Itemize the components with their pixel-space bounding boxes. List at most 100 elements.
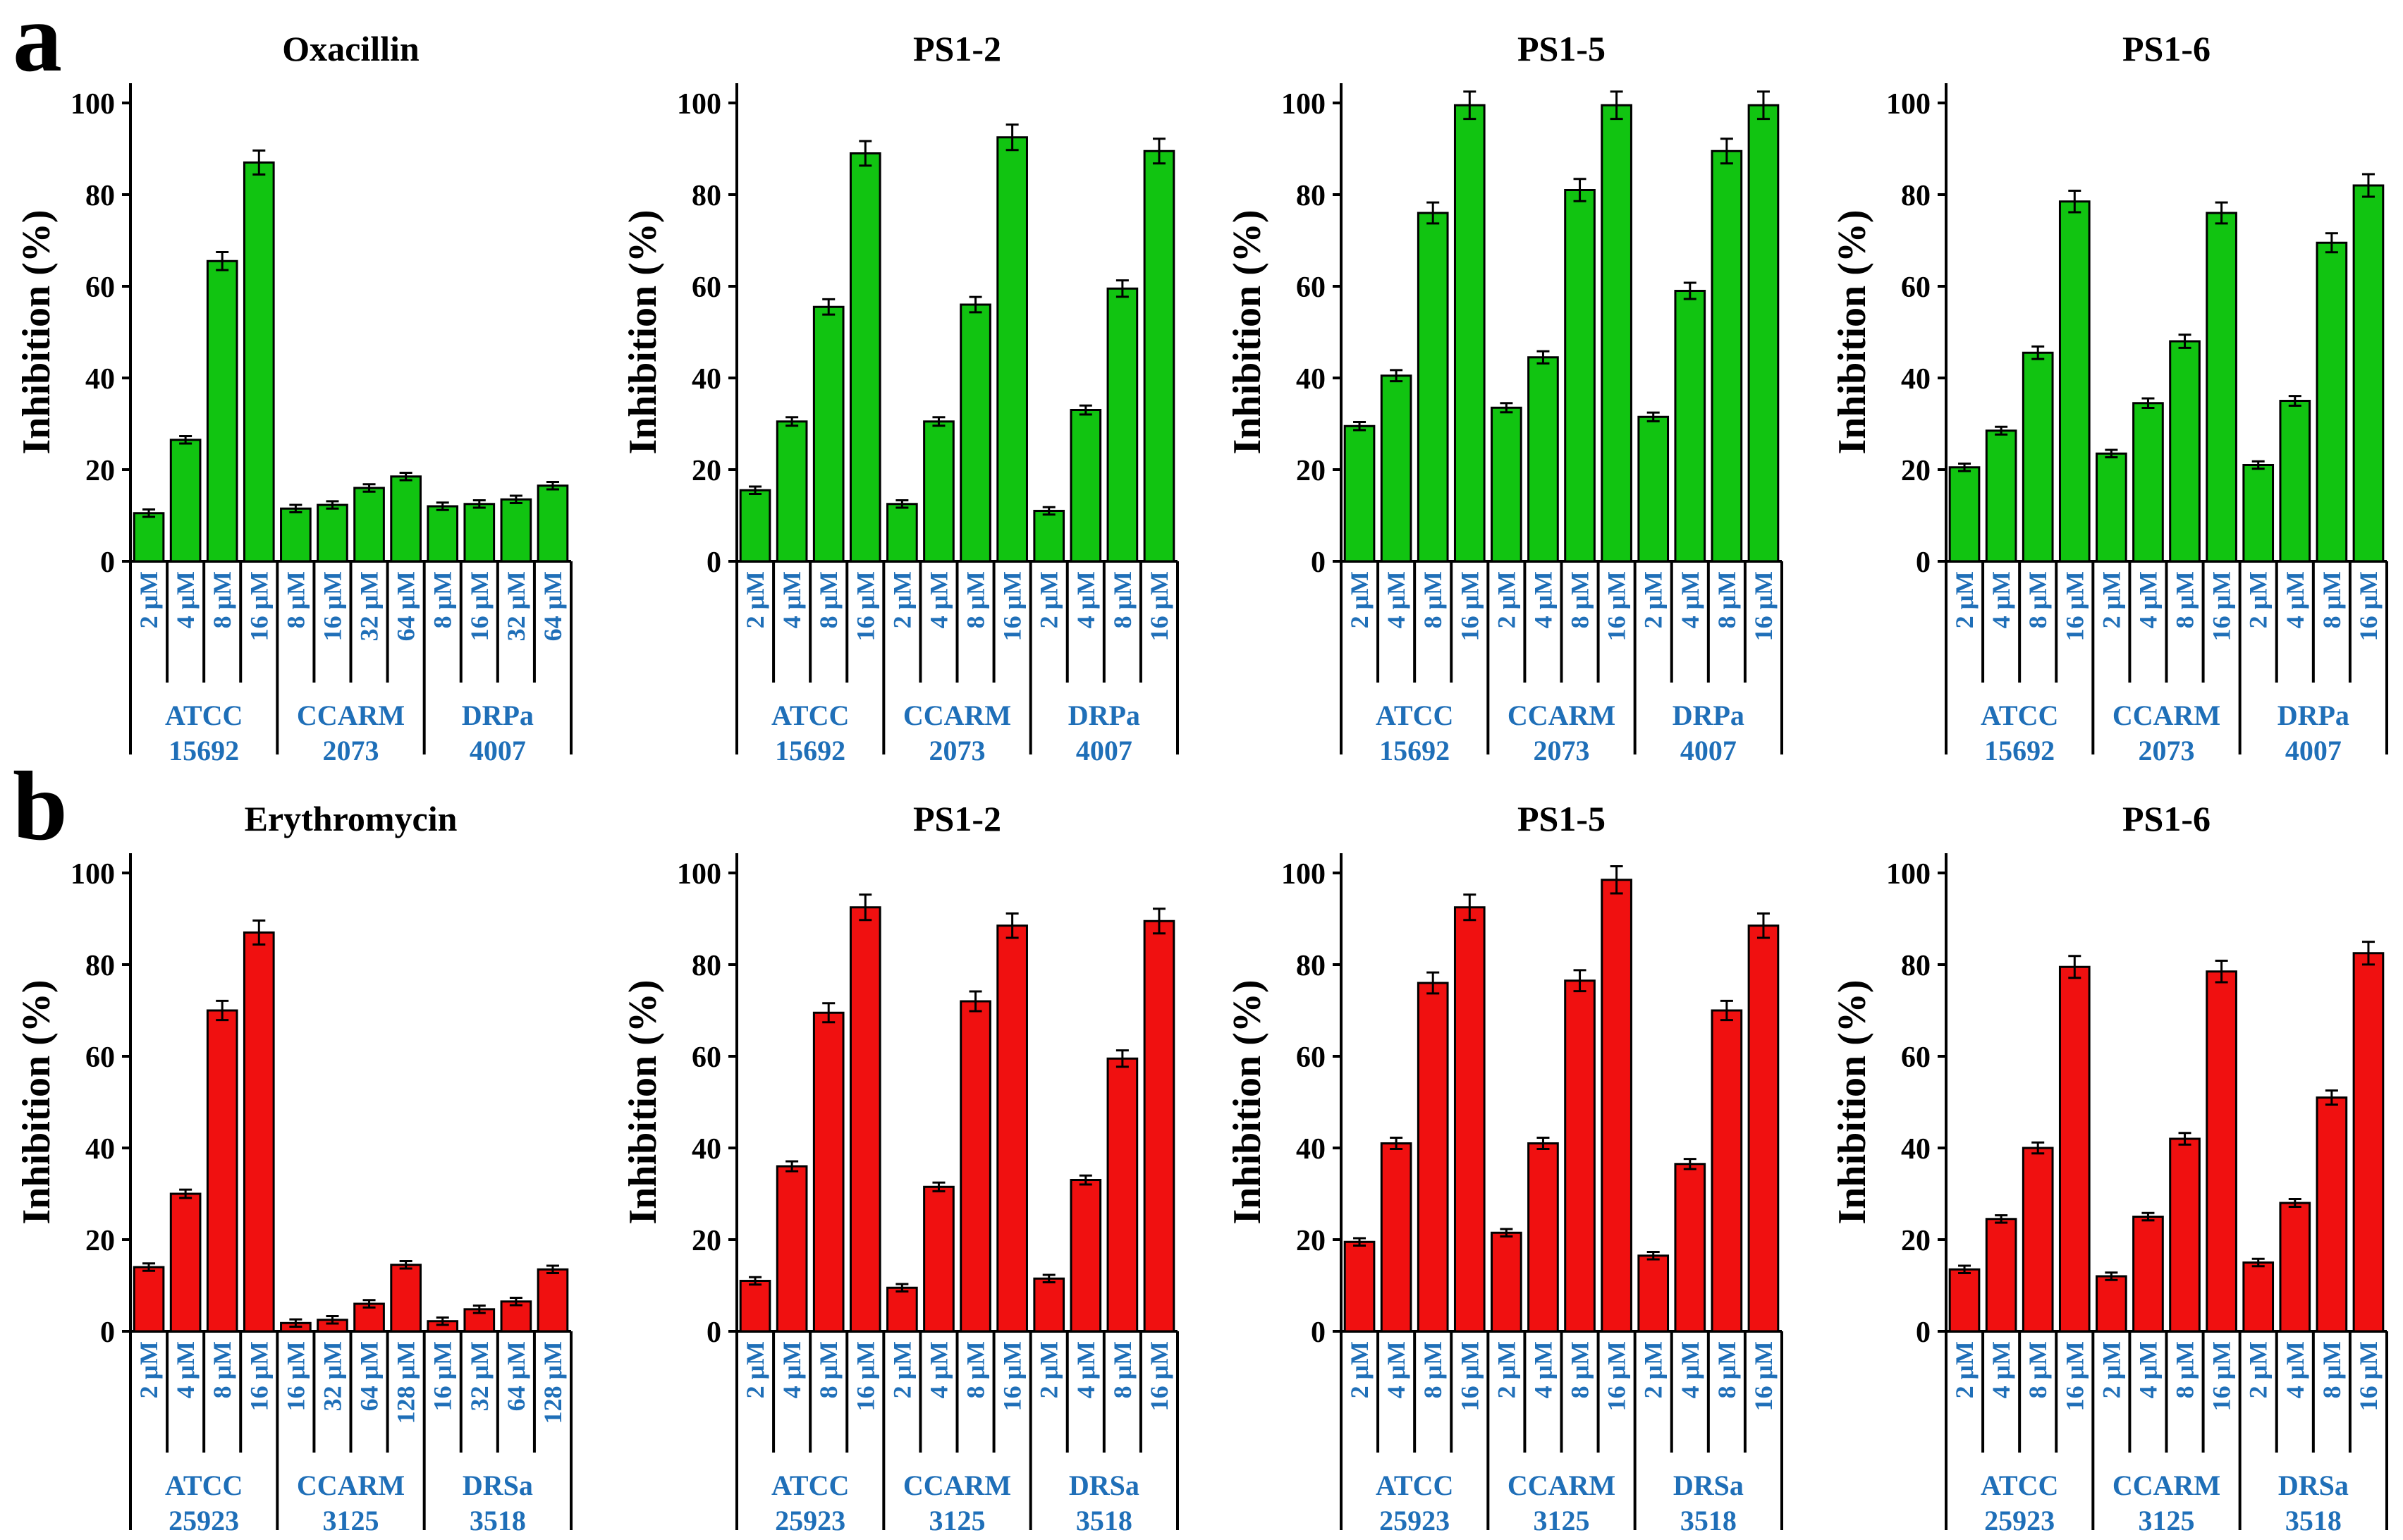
- group-label: 3518: [470, 1505, 526, 1536]
- x-tick-label: 64 μM: [392, 571, 420, 641]
- bar: [1985, 429, 2017, 563]
- bar: [390, 475, 422, 563]
- group-label: 15692: [1984, 735, 2055, 766]
- bar: [1711, 1009, 1743, 1333]
- y-axis-label: Inhibition (%): [1225, 980, 1269, 1225]
- bar: [1106, 1057, 1139, 1333]
- y-tick-label: 80: [85, 950, 115, 982]
- bar: [2132, 402, 2164, 563]
- group-label: ATCC: [1376, 699, 1453, 731]
- bar: [169, 1192, 202, 1333]
- group-label: 4007: [470, 735, 526, 766]
- y-tick-label: 60: [85, 271, 115, 304]
- x-tick-label: 8 μM: [2024, 1341, 2052, 1398]
- y-tick-label: 100: [1281, 88, 1326, 121]
- group-label: CCARM: [297, 1469, 405, 1501]
- group-label: DRSa: [2278, 1469, 2349, 1501]
- bar: [996, 924, 1028, 1333]
- y-tick-label: 0: [100, 1316, 115, 1349]
- x-tick-label: 8 μM: [962, 571, 990, 628]
- group-label: 25923: [775, 1505, 845, 1536]
- x-tick-label: 2 μM: [1639, 571, 1668, 628]
- bar: [1674, 290, 1706, 563]
- chart-a-4: PS1-6 Inhibition (%) 0 20 40 60 80 100 2 μM 4 μM 8…: [1830, 29, 2388, 766]
- y-tick-label: 20: [1901, 1225, 1931, 1257]
- bar: [1948, 466, 1981, 563]
- bar: [2316, 1096, 2348, 1333]
- x-tick-label: 8 μM: [2171, 571, 2199, 628]
- group-label: ATCC: [771, 699, 849, 731]
- x-tick-label: 16 μM: [2354, 1341, 2383, 1411]
- group-label: ATCC: [1981, 1469, 2058, 1501]
- y-tick-label: 0: [1916, 1316, 1931, 1349]
- group-label: 3518: [2285, 1505, 2342, 1536]
- bar: [2096, 452, 2127, 563]
- chart-b-4: PS1-6 Inhibition (%) 0 20 40 60 80 100 2 μM 4 μM 8…: [1830, 799, 2388, 1536]
- x-tick-label: 8 μM: [2024, 571, 2052, 628]
- bar: [812, 305, 845, 563]
- x-tick-label: 4 μM: [778, 1341, 806, 1398]
- bar: [960, 1000, 991, 1333]
- x-tick-label: 64 μM: [502, 1341, 530, 1411]
- y-tick-label: 100: [1886, 858, 1931, 891]
- group-label: ATCC: [1981, 699, 2058, 731]
- x-tick-label: 32 μM: [318, 1341, 346, 1411]
- x-tick-label: 4 μM: [171, 1341, 200, 1398]
- y-tick-label: 100: [71, 88, 115, 121]
- bar: [923, 1185, 955, 1333]
- chart-title: Oxacillin: [282, 29, 420, 68]
- group-label: 25923: [1984, 1505, 2055, 1536]
- y-tick-label: 100: [1281, 858, 1326, 891]
- y-tick-label: 40: [692, 363, 721, 396]
- y-axis-label: Inhibition (%): [15, 210, 59, 455]
- x-tick-label: 8 μM: [1419, 571, 1447, 628]
- x-tick-label: 8 μM: [1566, 1341, 1594, 1398]
- y-tick-label: 100: [677, 858, 721, 891]
- bar: [2096, 1275, 2127, 1333]
- bar: [1380, 1142, 1412, 1333]
- x-tick-label: 8 μM: [1566, 571, 1594, 628]
- x-tick-label: 16 μM: [245, 1341, 273, 1411]
- x-tick-label: 16 μM: [245, 571, 273, 641]
- group-label: 4007: [1680, 735, 1737, 766]
- chart-b-1: Erythromycin Inhibition (%) 0 20 40 60 80 100 2 …: [15, 799, 573, 1536]
- group-label: CCARM: [903, 1469, 1011, 1501]
- x-tick-label: 16 μM: [998, 571, 1027, 641]
- y-tick-label: 60: [692, 1041, 721, 1074]
- x-tick-label: 8 μM: [1713, 571, 1741, 628]
- x-tick-label: 16 μM: [1145, 571, 1173, 641]
- group-label: ATCC: [165, 1469, 243, 1501]
- bar: [1637, 415, 1670, 563]
- y-tick-label: 0: [100, 546, 115, 579]
- group-label: DRPa: [1673, 699, 1744, 731]
- bar: [2352, 184, 2385, 563]
- x-tick-label: 16 μM: [2208, 571, 2236, 641]
- x-tick-label: 2 μM: [1639, 1341, 1668, 1398]
- bar: [849, 906, 881, 1333]
- y-tick-label: 80: [1901, 180, 1931, 212]
- bar: [1564, 189, 1596, 563]
- bar: [1033, 1277, 1065, 1333]
- x-tick-label: 16 μM: [429, 1341, 457, 1411]
- group-label: 15692: [775, 735, 845, 766]
- group-label: 3518: [1680, 1505, 1737, 1536]
- bar: [2169, 1137, 2201, 1333]
- x-tick-label: 2 μM: [2244, 1341, 2273, 1398]
- bar: [427, 505, 459, 563]
- x-tick-label: 2 μM: [1492, 1341, 1520, 1398]
- bar: [2022, 1147, 2054, 1333]
- chart-title: PS1-2: [913, 799, 1001, 838]
- x-tick-label: 4 μM: [1987, 1341, 2015, 1398]
- chart-a-3: PS1-5 Inhibition (%) 0 20 40 60 80 100 2 μM 4 μM 8…: [1225, 29, 1783, 766]
- y-axis-label: Inhibition (%): [15, 980, 59, 1225]
- y-tick-label: 40: [85, 363, 115, 396]
- x-tick-label: 4 μM: [1529, 1341, 1557, 1398]
- y-tick-label: 20: [85, 455, 115, 487]
- bar: [2352, 952, 2385, 1333]
- group-label: ATCC: [771, 1469, 849, 1501]
- group-label: 2073: [2139, 735, 2195, 766]
- x-tick-label: 2 μM: [135, 571, 163, 628]
- bar: [886, 503, 918, 563]
- x-tick-label: 16 μM: [281, 1341, 310, 1411]
- bar: [1070, 1179, 1102, 1333]
